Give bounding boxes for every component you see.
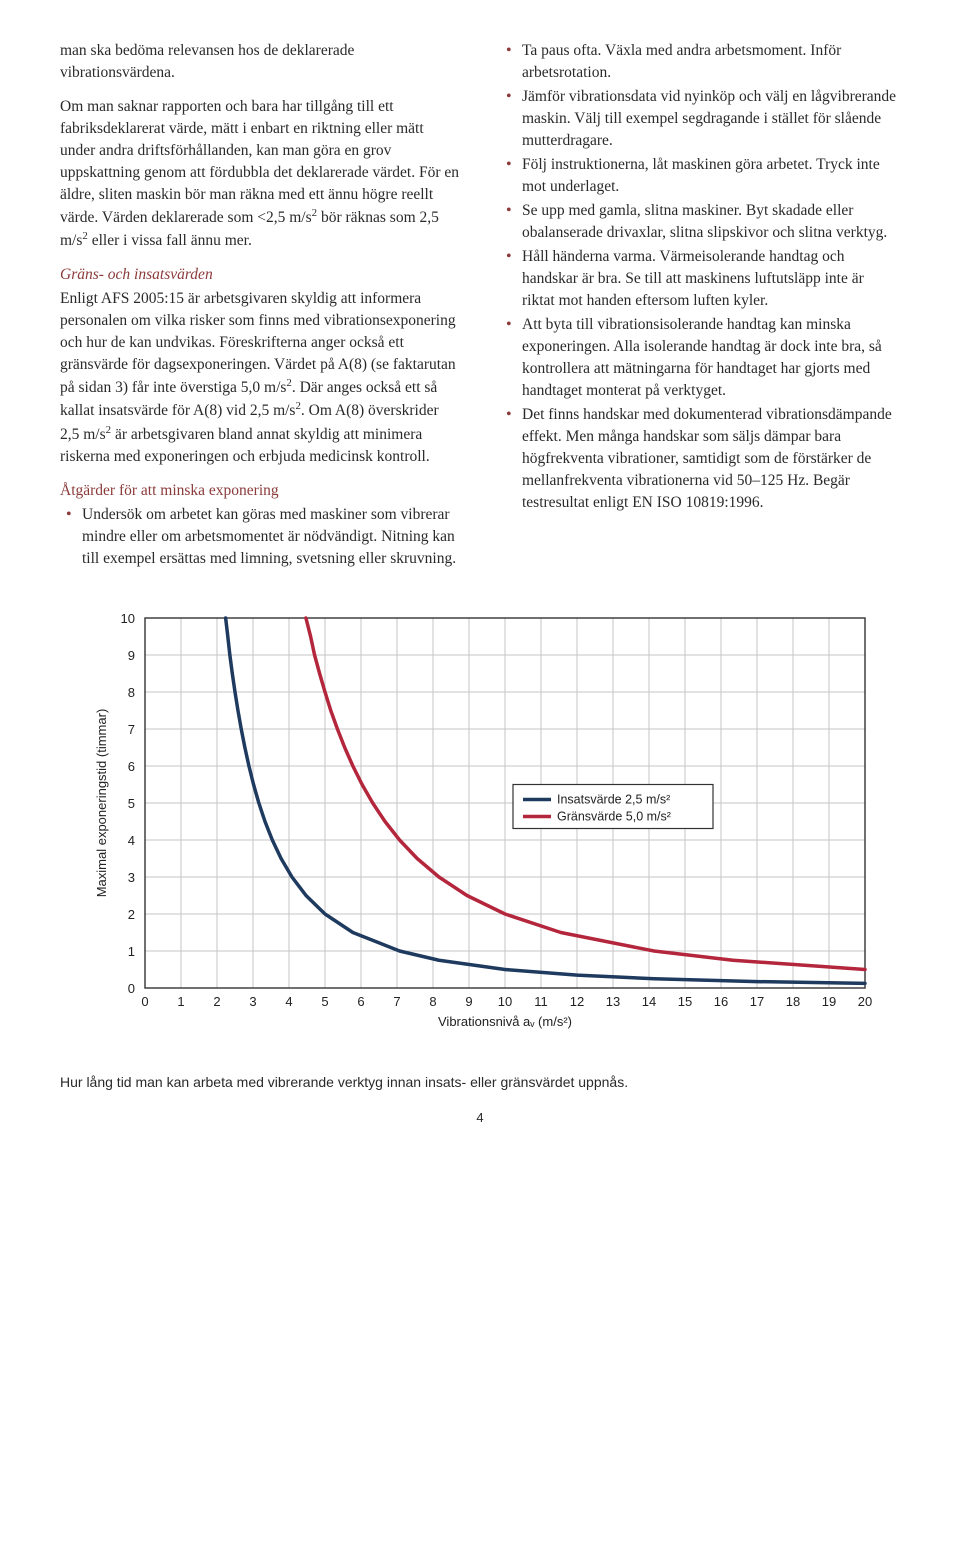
para: Enligt AFS 2005:15 är arbetsgivaren skyl… [60, 288, 460, 467]
svg-text:2: 2 [128, 907, 135, 922]
list-item: Undersök om arbetet kan göras med maskin… [60, 504, 460, 570]
svg-text:Maximal exponeringstid (timmar: Maximal exponeringstid (timmar) [94, 709, 109, 898]
svg-text:10: 10 [121, 611, 135, 626]
svg-text:5: 5 [321, 994, 328, 1009]
svg-text:1: 1 [128, 944, 135, 959]
text: är arbetsgivaren bland annat skyldig att… [60, 426, 430, 465]
list-item: Jämför vibrationsdata vid nyinköp och vä… [500, 86, 900, 152]
list-item: Se upp med gamla, slitna maskiner. Byt s… [500, 200, 900, 244]
left-column: man ska bedöma relevansen hos de deklare… [60, 40, 460, 572]
bullet-list: Undersök om arbetet kan göras med maskin… [60, 504, 460, 570]
list-item: Håll händerna varma. Värmeisolerande han… [500, 246, 900, 312]
svg-text:2: 2 [213, 994, 220, 1009]
page-number: 4 [60, 1110, 900, 1125]
svg-text:13: 13 [606, 994, 620, 1009]
sub-heading: Åtgärder för att minska exponering [60, 480, 460, 502]
svg-text:Gränsvärde 5,0 m/s²: Gränsvärde 5,0 m/s² [557, 809, 671, 823]
svg-text:18: 18 [786, 994, 800, 1009]
para: man ska bedöma relevansen hos de deklare… [60, 40, 460, 84]
svg-text:19: 19 [822, 994, 836, 1009]
chart-caption: Hur lång tid man kan arbeta med vibreran… [60, 1074, 900, 1090]
svg-text:8: 8 [429, 994, 436, 1009]
svg-text:17: 17 [750, 994, 764, 1009]
svg-text:12: 12 [570, 994, 584, 1009]
svg-text:11: 11 [534, 994, 548, 1009]
bullet-list: Ta paus ofta. Växla med andra arbetsmome… [500, 40, 900, 514]
svg-text:9: 9 [128, 648, 135, 663]
svg-text:4: 4 [128, 833, 135, 848]
list-item: Följ instruktionerna, låt maskinen göra … [500, 154, 900, 198]
list-item: Ta paus ofta. Växla med andra arbetsmome… [500, 40, 900, 84]
svg-text:6: 6 [128, 759, 135, 774]
svg-text:1: 1 [177, 994, 184, 1009]
text-columns: man ska bedöma relevansen hos de deklare… [60, 40, 900, 572]
svg-text:3: 3 [249, 994, 256, 1009]
svg-text:10: 10 [498, 994, 512, 1009]
svg-text:8: 8 [128, 685, 135, 700]
para: Om man saknar rapporten och bara har til… [60, 96, 460, 252]
svg-text:20: 20 [858, 994, 872, 1009]
text: eller i vissa fall ännu mer. [88, 232, 252, 249]
svg-text:5: 5 [128, 796, 135, 811]
chart-container: 0123456789101112131415161718192001234567… [60, 608, 900, 1050]
exposure-chart: 0123456789101112131415161718192001234567… [90, 608, 875, 1050]
right-column: Ta paus ofta. Växla med andra arbetsmome… [500, 40, 900, 572]
svg-text:Insatsvärde 2,5 m/s²: Insatsvärde 2,5 m/s² [557, 792, 670, 806]
svg-text:7: 7 [128, 722, 135, 737]
svg-text:7: 7 [393, 994, 400, 1009]
list-item: Att byta till vibrationsisolerande handt… [500, 314, 900, 402]
italic-heading: Gräns- och insatsvärden [60, 264, 460, 286]
svg-text:16: 16 [714, 994, 728, 1009]
svg-text:4: 4 [285, 994, 292, 1009]
svg-text:6: 6 [357, 994, 364, 1009]
svg-text:0: 0 [141, 994, 148, 1009]
svg-text:Vibrationsnivå aᵥ (m/s²): Vibrationsnivå aᵥ (m/s²) [438, 1014, 572, 1029]
svg-text:15: 15 [678, 994, 692, 1009]
text: Om man saknar rapporten och bara har til… [60, 98, 459, 226]
svg-text:14: 14 [642, 994, 656, 1009]
svg-text:3: 3 [128, 870, 135, 885]
list-item: Det finns handskar med dokumenterad vibr… [500, 404, 900, 514]
svg-text:9: 9 [465, 994, 472, 1009]
svg-text:0: 0 [128, 981, 135, 996]
